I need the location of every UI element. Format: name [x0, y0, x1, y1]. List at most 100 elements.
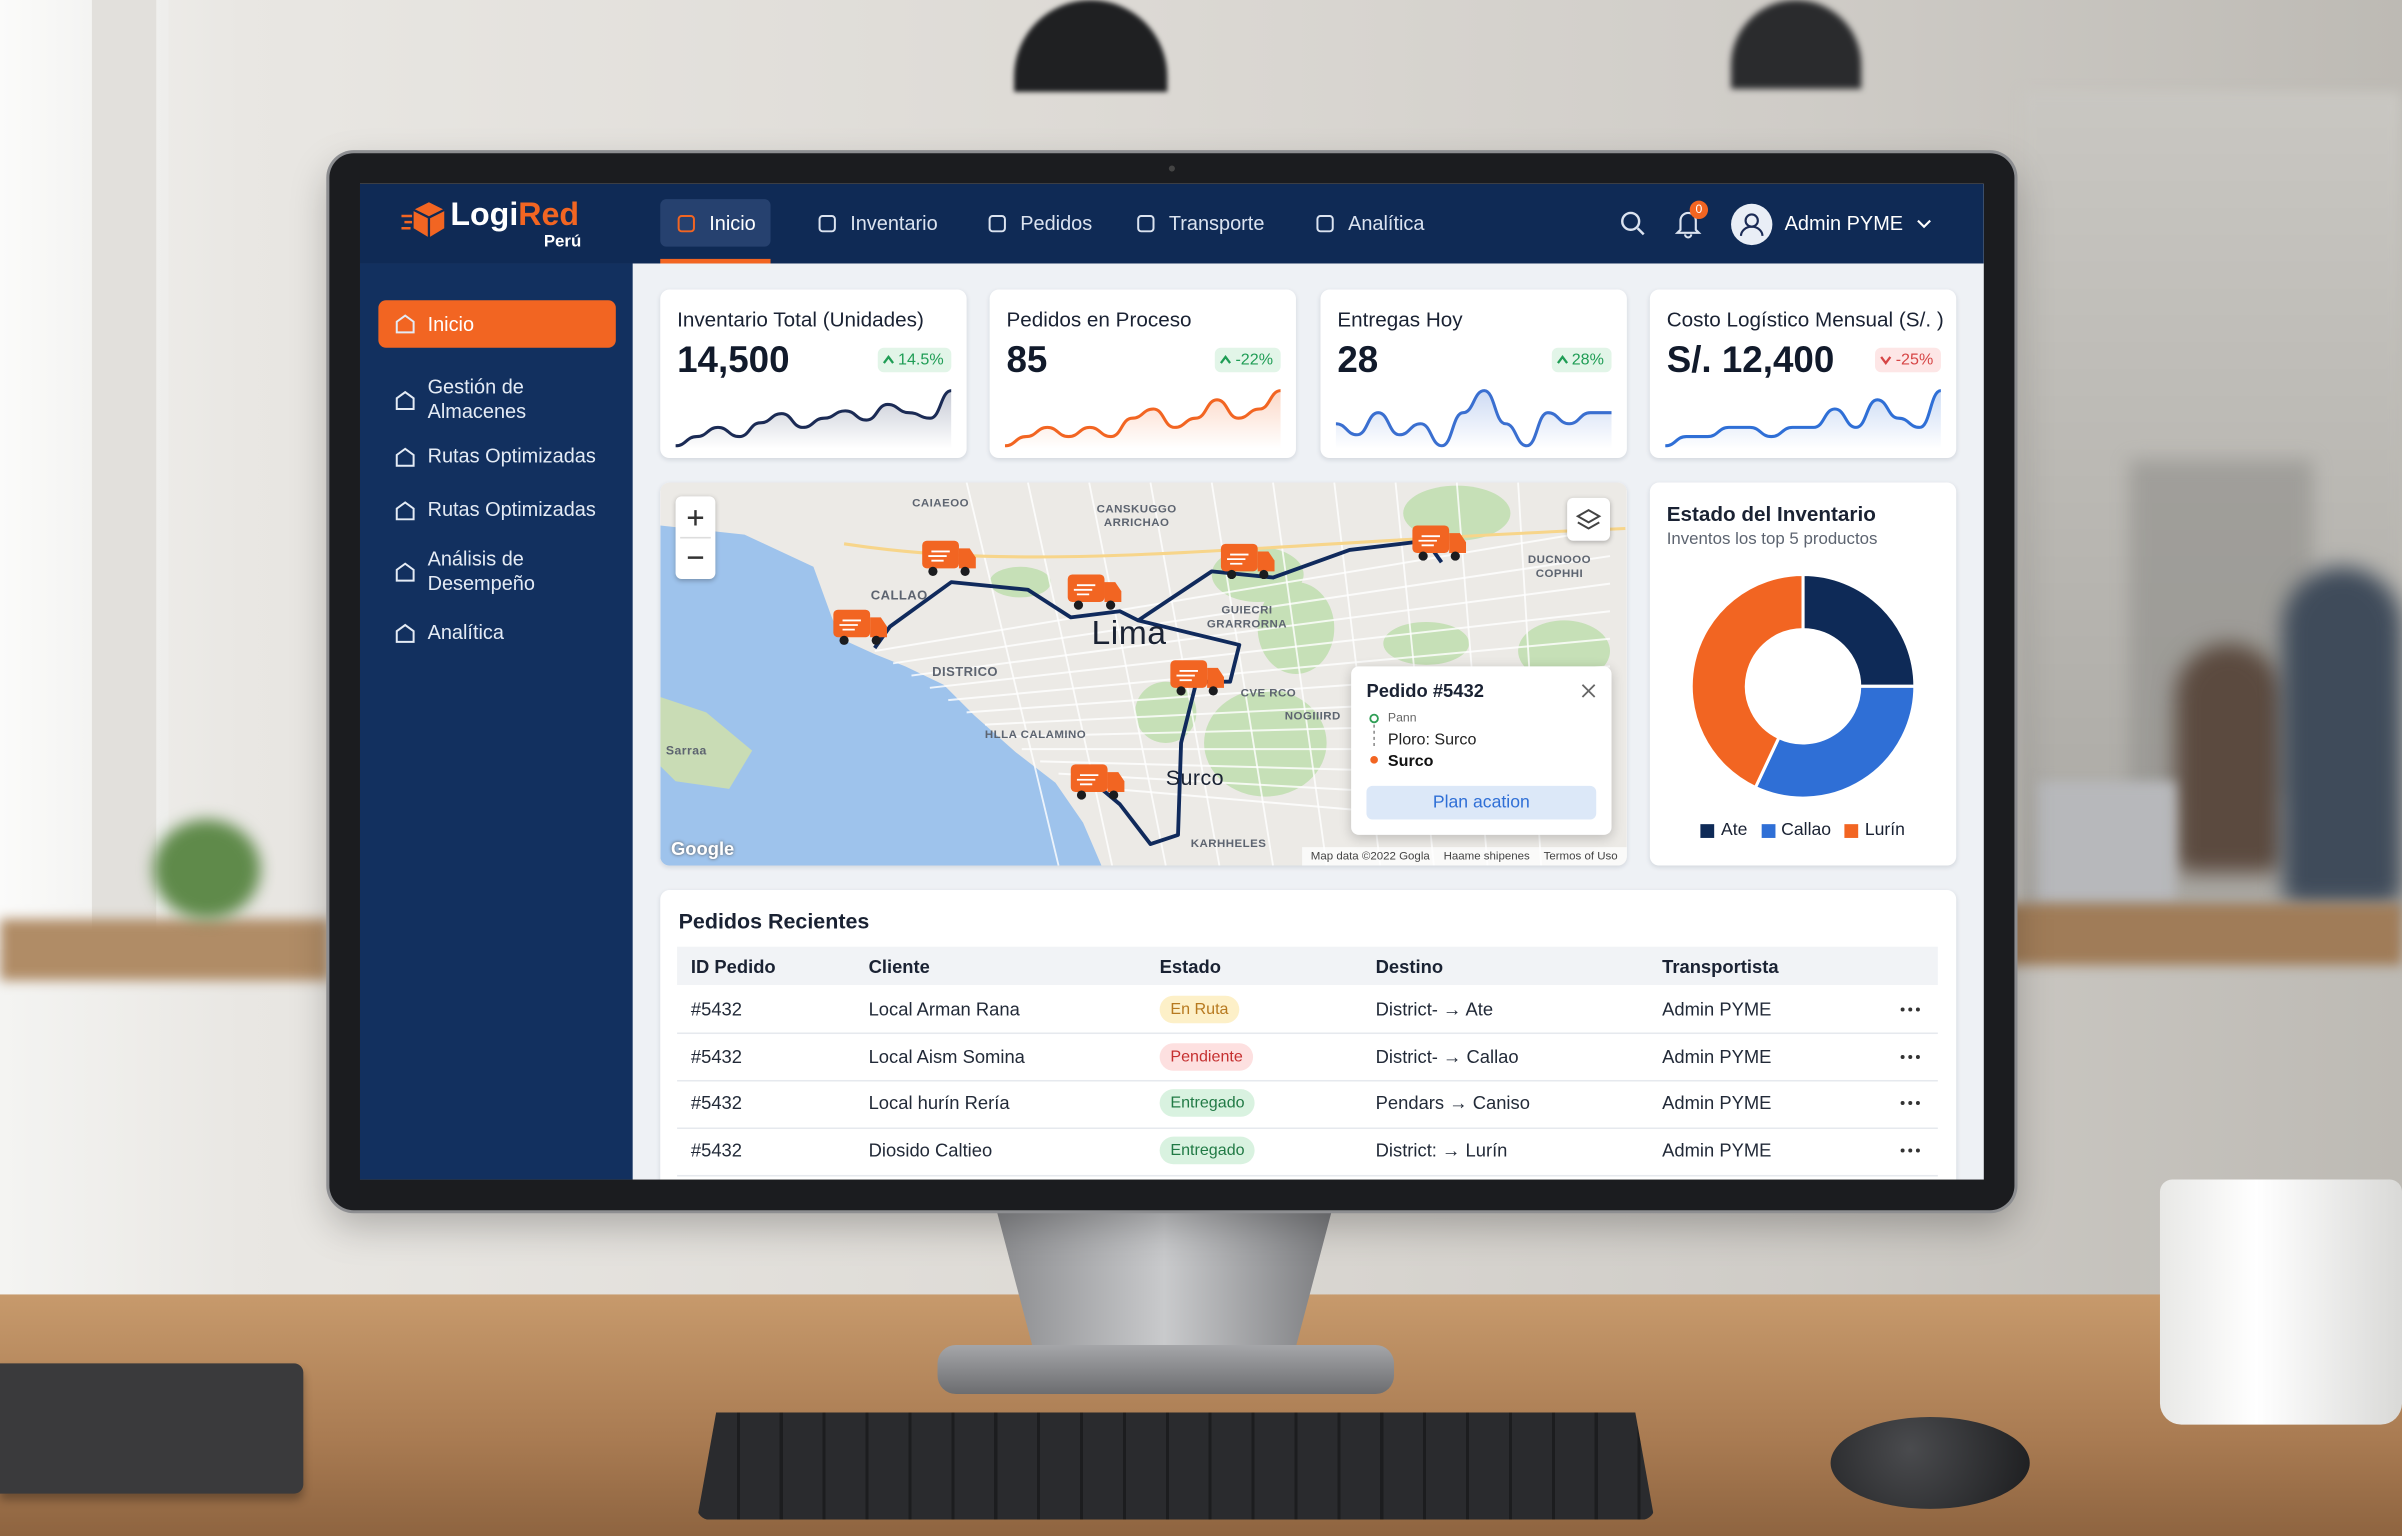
dot [1900, 1101, 1905, 1106]
truck-body [1170, 660, 1208, 688]
truck-cab [1449, 533, 1467, 554]
row-menu[interactable] [1900, 1100, 1921, 1106]
sidebar-label: Rutas Optimizadas [427, 497, 596, 521]
nav-item[interactable]: Analítica [1299, 199, 1440, 246]
row-menu[interactable] [1900, 1053, 1921, 1059]
layers-icon [1575, 508, 1602, 530]
popup-button[interactable]: Plan acation [1366, 785, 1597, 820]
nav-label: Transporte [1168, 211, 1265, 235]
donut-segment [1753, 684, 1917, 800]
map-label: NOGIIIRD [1284, 708, 1341, 723]
nav-item[interactable]: Inicio [660, 199, 772, 264]
map-label: DUCNOOO COPHHI [1527, 552, 1592, 580]
sidebar-item[interactable]: Inicio [378, 300, 616, 348]
stand-base [937, 1344, 1395, 1395]
table-cell: Local hurín Rería [868, 1092, 1010, 1115]
legend-label: Lurín [1864, 821, 1905, 840]
wheel [1450, 551, 1460, 561]
sidebar-item[interactable]: Análisis de Desempeño [378, 545, 615, 597]
truck-glyph [1418, 535, 1440, 547]
user-name[interactable]: Admin PYME [1784, 211, 1904, 235]
row-divider [677, 1126, 1938, 1129]
zoom-icons [680, 510, 711, 559]
search-icon[interactable] [1619, 210, 1647, 238]
dot [1908, 1054, 1913, 1059]
sidebar [359, 263, 633, 1180]
row-menu[interactable] [1900, 1006, 1921, 1012]
sparkline-line [1335, 389, 1612, 448]
truck-body [1067, 574, 1105, 603]
wheel [960, 566, 970, 576]
legend-item: Callao [1761, 821, 1831, 839]
sidebar-item[interactable]: Rutas Optimizadas [378, 440, 615, 474]
island [660, 697, 753, 789]
row-menu[interactable] [1900, 1148, 1921, 1154]
sidebar-item[interactable]: Gestión de Almacenes [378, 374, 615, 426]
map-label: GUIECRI GRARRORNA [1206, 602, 1288, 630]
map-link[interactable]: Haame shipenes [1443, 848, 1530, 863]
status-badge: Entregado [1159, 1089, 1256, 1118]
popup-title: Pedido #5432 [1366, 680, 1484, 702]
row-divider [677, 1079, 1938, 1082]
kpi-value: 28 [1337, 340, 1379, 382]
dot [1900, 1054, 1905, 1059]
map-link[interactable]: Termos of Uso [1543, 848, 1618, 863]
avatar[interactable] [1731, 203, 1773, 246]
truck-cab [870, 617, 887, 638]
sidebar-icon [395, 623, 415, 643]
sidebar-icon [395, 500, 415, 520]
nav-item[interactable]: Inventario [801, 199, 953, 246]
map-footer: Map data ©2022 Gogla Haame shipenes Termos… [1301, 847, 1627, 866]
logo-sub: Perú [543, 232, 582, 252]
kpi-card: Pedidos en Proceso 85 -22% [989, 289, 1296, 459]
sidebar-icon [395, 390, 415, 410]
icon-shape [1316, 214, 1334, 232]
legend-swatch [1844, 823, 1859, 838]
dashboard-screen: LogiRed Perú 0 Admin PYME CAIAEOO CANSKUG… [359, 183, 1984, 1180]
nav-icon [677, 214, 695, 232]
column-header: Cliente [868, 955, 930, 978]
sidebar-item[interactable]: Rutas Optimizadas [378, 493, 615, 527]
sidebar-label: Inicio [427, 311, 475, 335]
map-panel: CAIAEOO CANSKUGGO ARRICHAO CALLAO Lima GUIEC… [660, 482, 1627, 866]
icon-shape [1137, 214, 1155, 232]
truck-body [922, 540, 959, 569]
arrow [1220, 355, 1232, 364]
sidebar-icon [395, 314, 415, 334]
sparkline-line [1004, 389, 1281, 448]
truck-marker [833, 609, 887, 645]
sparkline [675, 389, 952, 449]
dot [1915, 1054, 1920, 1059]
nav-label: Pedidos [1020, 211, 1093, 235]
map-label: Sarraa [665, 743, 707, 758]
zoom-in [687, 510, 704, 526]
table-cell: Admin PYME [1662, 1045, 1772, 1068]
plant [153, 819, 261, 920]
change-label: 14.5% [898, 350, 944, 370]
nav-label: Inicio [709, 211, 756, 235]
park [1204, 689, 1327, 797]
kpi-value: S/. 12,400 [1666, 340, 1835, 382]
table-cell: Admin PYME [1662, 1092, 1772, 1115]
person [2282, 566, 2402, 904]
nav-icon [1137, 214, 1155, 232]
popup-destination: Surco [1387, 752, 1434, 771]
road [874, 527, 1611, 653]
donut-segment [1689, 572, 1805, 790]
icon-shape [395, 500, 415, 520]
truck-marker [922, 540, 976, 576]
nav-item[interactable]: Transporte [1120, 199, 1280, 246]
truck-glyph [1076, 774, 1099, 786]
change-arrow [1556, 355, 1569, 364]
icon-shape [395, 390, 415, 410]
dot [1915, 1101, 1920, 1106]
wheel [1259, 569, 1269, 580]
layers-button[interactable] [1567, 497, 1611, 541]
dropdown-caret[interactable] [1916, 219, 1931, 231]
legend-item: Lurín [1844, 821, 1905, 840]
sidebar-item[interactable]: Analítica [378, 616, 615, 650]
sparkline-area [675, 390, 952, 449]
orders-title: Pedidos Recientes [678, 908, 870, 933]
nav-item[interactable]: Pedidos [971, 199, 1107, 246]
column-header: Estado [1159, 955, 1221, 978]
